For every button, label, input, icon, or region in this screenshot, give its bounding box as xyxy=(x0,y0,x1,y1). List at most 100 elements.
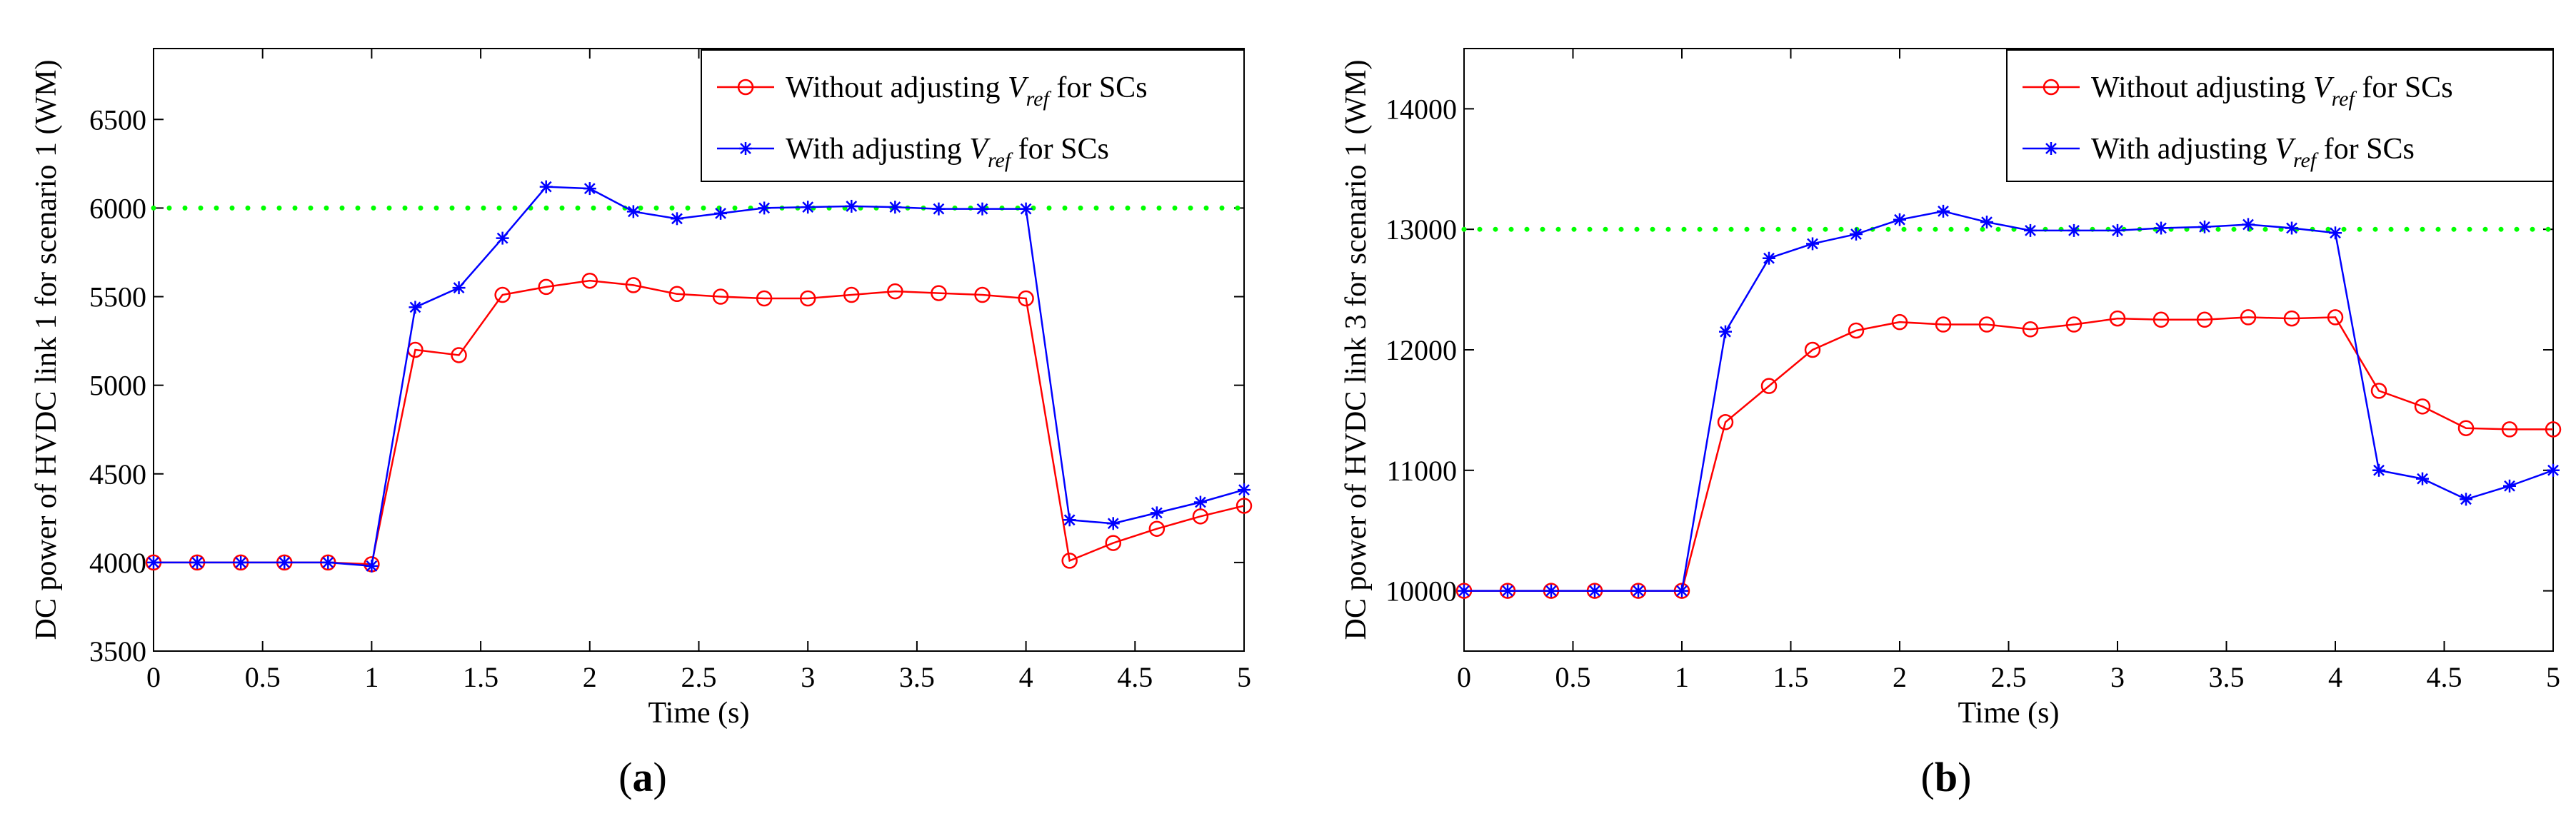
legend-marker-circle xyxy=(2043,79,2060,96)
panel-label: (a) xyxy=(618,754,667,800)
star-stroke xyxy=(1502,585,1513,597)
star-stroke xyxy=(671,213,683,225)
data-point-star xyxy=(670,212,683,226)
data-point-star xyxy=(1588,584,1601,598)
data-point-circle xyxy=(2501,421,2518,438)
data-point-circle xyxy=(2065,316,2083,333)
y-tick-label: 14000 xyxy=(1385,93,1457,125)
data-point-star xyxy=(452,281,466,295)
star-stroke xyxy=(1850,228,1862,240)
y-tick-label: 4500 xyxy=(89,458,146,490)
x-tick-label: 3.5 xyxy=(899,661,935,693)
data-point-star xyxy=(1675,584,1688,598)
data-point-star xyxy=(365,559,379,573)
star-stroke xyxy=(279,556,291,568)
data-point-star xyxy=(2111,223,2124,237)
data-point-star xyxy=(2285,221,2298,235)
data-point-circle xyxy=(451,347,467,363)
y-tick-label: 6000 xyxy=(89,192,146,224)
data-point-star xyxy=(2460,493,2472,506)
data-point-star xyxy=(1458,584,1470,598)
y-tick-label: 13000 xyxy=(1385,213,1457,246)
star-stroke xyxy=(1063,514,1076,526)
star-stroke xyxy=(2373,464,2385,476)
star-stroke xyxy=(758,202,771,214)
star-stroke xyxy=(889,201,901,213)
x-tick-label: 0.5 xyxy=(1555,661,1591,693)
star-stroke xyxy=(1720,326,1731,338)
data-point-circle xyxy=(931,285,947,301)
data-point-circle xyxy=(1891,313,1908,331)
chart-panel-a: 0 0.5 1 1.5 2 2.5 3 3.5 4 4.5 5 3500 4000 4500 5000 550… xyxy=(30,48,1253,800)
star-stroke xyxy=(2504,480,2515,492)
data-point-star xyxy=(2503,479,2516,493)
data-point-star xyxy=(1937,204,1950,218)
data-point-star xyxy=(1632,584,1645,598)
data-point-star xyxy=(409,301,422,314)
star-stroke xyxy=(1151,507,1163,519)
star-stroke xyxy=(366,560,378,572)
data-point-circle xyxy=(2109,310,2126,327)
data-point-star xyxy=(1193,495,1207,509)
star-stroke xyxy=(2460,493,2472,505)
data-point-star xyxy=(1850,227,1863,241)
x-tick-label: 1.5 xyxy=(463,661,498,693)
data-point-circle xyxy=(1848,322,1865,339)
data-point-star xyxy=(1763,251,1775,265)
data-point-circle xyxy=(1717,414,1734,430)
data-point-star xyxy=(1980,216,1993,229)
data-point-circle xyxy=(2457,420,2475,436)
data-point-star xyxy=(976,202,989,216)
data-point-star xyxy=(2416,472,2429,485)
star-stroke xyxy=(322,556,334,568)
data-point-star xyxy=(1545,584,1558,598)
x-tick-label: 1 xyxy=(364,661,379,693)
data-point-circle xyxy=(887,283,903,300)
chart-panel-b: 0 0.5 1 1.5 2 2.5 3 3.5 4 4.5 5 10000 11000 12000 1300… xyxy=(1340,48,2562,800)
star-stroke xyxy=(740,143,751,154)
data-point-circle xyxy=(625,277,642,293)
data-point-star xyxy=(2068,223,2080,237)
data-point-star xyxy=(583,182,596,196)
star-stroke xyxy=(2547,464,2559,476)
data-point-circle xyxy=(2196,311,2213,328)
data-point-star xyxy=(801,201,815,214)
data-point-star xyxy=(2547,463,2560,477)
star-stroke xyxy=(2155,222,2167,234)
y-tick-label: 4000 xyxy=(89,547,146,579)
data-point-circle xyxy=(1236,498,1253,514)
star-stroke xyxy=(1107,518,1119,530)
data-point-circle xyxy=(843,286,860,303)
x-tick-label: 5 xyxy=(2546,661,2560,693)
x-tick-label: 2.5 xyxy=(1991,661,2027,693)
legend-marker-circle xyxy=(737,79,754,96)
x-tick-label: 5 xyxy=(1237,661,1251,693)
star-stroke xyxy=(802,201,814,213)
data-point-star xyxy=(1019,202,1033,216)
y-tick-label: 6500 xyxy=(89,104,146,136)
star-stroke xyxy=(1238,484,1250,495)
star-stroke xyxy=(2417,473,2428,485)
series-line-with xyxy=(1464,210,2554,592)
star-stroke xyxy=(976,203,988,215)
data-point-circle xyxy=(2414,398,2431,415)
x-tick-label: 0 xyxy=(1457,661,1471,693)
data-point-star xyxy=(147,555,160,569)
x-tick-label: 4.5 xyxy=(2427,661,2462,693)
y-tick-label: 5500 xyxy=(89,281,146,313)
star-stroke xyxy=(933,203,945,215)
legend-label: With adjusting Vref for SCs xyxy=(2091,133,2415,172)
panel-label: (b) xyxy=(1921,754,1972,800)
x-tick-label: 2 xyxy=(583,661,597,693)
x-tick-label: 2 xyxy=(1893,661,1907,693)
data-point-circle xyxy=(756,290,773,307)
data-point-star xyxy=(1893,213,1906,226)
star-stroke xyxy=(1589,585,1600,597)
data-point-star xyxy=(1106,517,1120,530)
star-stroke xyxy=(627,206,639,218)
star-stroke xyxy=(2242,218,2254,231)
data-point-circle xyxy=(2327,309,2344,326)
data-point-star xyxy=(278,555,291,569)
star-stroke xyxy=(1633,585,1644,597)
x-axis-label: Time (s) xyxy=(648,697,750,730)
